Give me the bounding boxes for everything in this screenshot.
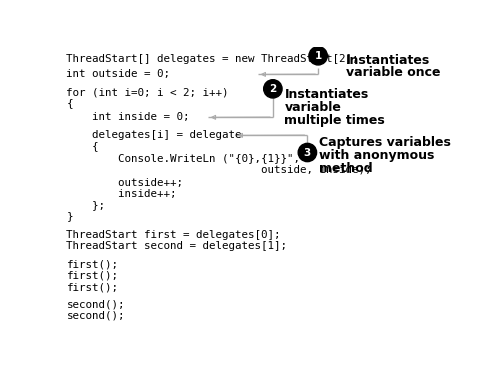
Text: Instantiates: Instantiates bbox=[284, 89, 369, 101]
Text: Console.WriteLn ("{0},{1}}",: Console.WriteLn ("{0},{1}}", bbox=[66, 153, 300, 163]
Text: variable once: variable once bbox=[346, 66, 440, 80]
Text: second();: second(); bbox=[66, 299, 125, 309]
Text: ThreadStart first = delegates[0];: ThreadStart first = delegates[0]; bbox=[66, 230, 281, 240]
Text: 2: 2 bbox=[269, 84, 277, 94]
Text: ThreadStart second = delegates[1];: ThreadStart second = delegates[1]; bbox=[66, 241, 288, 252]
Text: with anonymous: with anonymous bbox=[319, 149, 434, 162]
Text: ThreadStart[] delegates = new ThreadStart[2];: ThreadStart[] delegates = new ThreadStar… bbox=[66, 55, 359, 64]
Text: inside++;: inside++; bbox=[66, 189, 177, 199]
Text: multiple times: multiple times bbox=[284, 113, 385, 127]
Ellipse shape bbox=[298, 144, 317, 161]
Text: outside, inside);: outside, inside); bbox=[66, 164, 372, 174]
Text: outside++;: outside++; bbox=[66, 177, 184, 188]
Text: int outside = 0;: int outside = 0; bbox=[66, 69, 170, 80]
Text: second();: second(); bbox=[66, 310, 125, 321]
Text: Instantiates: Instantiates bbox=[346, 54, 430, 67]
Text: }: } bbox=[66, 211, 73, 222]
Text: Captures variables: Captures variables bbox=[319, 136, 451, 149]
Text: {: { bbox=[66, 142, 99, 151]
Text: first();: first(); bbox=[66, 259, 118, 269]
Text: 3: 3 bbox=[304, 147, 311, 158]
Text: };: }; bbox=[66, 200, 105, 210]
Text: delegates[i] = delegate: delegates[i] = delegate bbox=[66, 130, 242, 140]
Ellipse shape bbox=[309, 47, 327, 65]
Text: 1: 1 bbox=[314, 51, 322, 61]
Text: method: method bbox=[319, 161, 373, 175]
Text: first();: first(); bbox=[66, 271, 118, 281]
Text: {: { bbox=[66, 98, 73, 108]
Text: int inside = 0;: int inside = 0; bbox=[66, 112, 190, 122]
Text: for (int i=0; i < 2; i++): for (int i=0; i < 2; i++) bbox=[66, 87, 229, 98]
Text: variable: variable bbox=[284, 101, 341, 114]
Text: first();: first(); bbox=[66, 282, 118, 292]
Ellipse shape bbox=[264, 80, 282, 98]
